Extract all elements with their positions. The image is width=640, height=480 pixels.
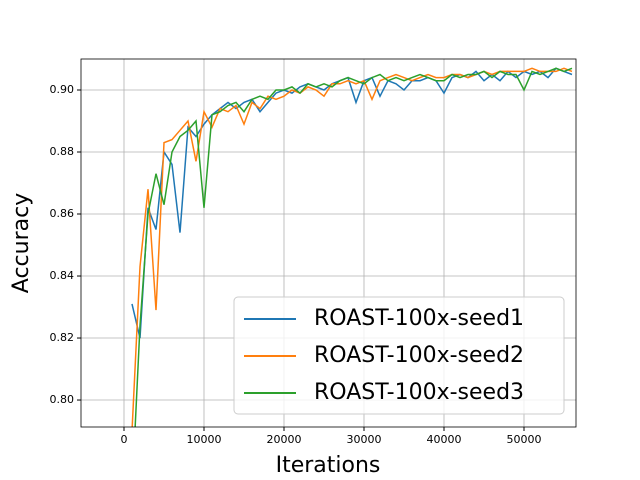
legend-box [233,296,565,415]
y-tick-label: 0.80 [50,393,75,406]
y-tick-label: 0.90 [50,83,75,96]
y-tick-label: 0.88 [50,145,75,158]
x-tick-label: 0 [121,433,128,446]
series-line [131,67,573,339]
x-tick-label: 20000 [267,433,302,446]
x-axis-label: Iterations [276,453,381,478]
legend-label: ROAST-100x-seed1 [314,306,524,331]
x-tick-label: 10000 [187,433,222,446]
y-axis-label: Accuracy [9,193,34,293]
x-tick-label: 50000 [507,433,542,446]
y-tick-label: 0.82 [50,331,75,344]
legend-label: ROAST-100x-seed3 [314,380,524,405]
x-tick-label: 40000 [427,433,462,446]
series-line [134,67,573,427]
plot-lines [131,67,573,427]
y-tick-label: 0.84 [50,269,75,282]
x-tick-label: 30000 [347,433,382,446]
legend-label: ROAST-100x-seed2 [314,343,524,368]
y-tick-label: 0.86 [50,207,75,220]
plot-frame [80,58,577,428]
